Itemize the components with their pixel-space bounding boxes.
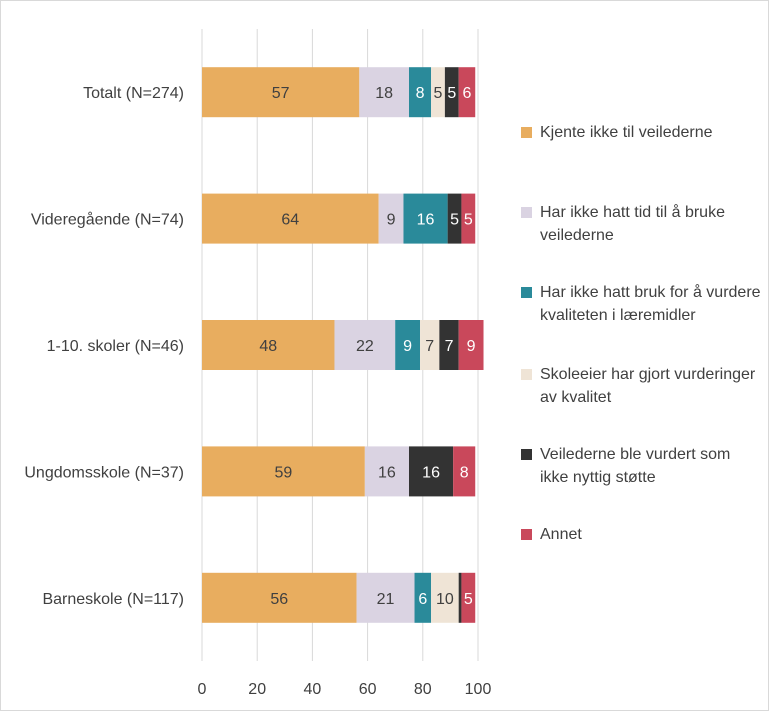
bar-segment (439, 320, 459, 370)
category-label: 1-10. skoler (N=46) (47, 338, 184, 355)
bar-segment (431, 67, 445, 118)
data-label: 59 (275, 464, 293, 481)
bar-segment (458, 320, 484, 370)
bar-segment (364, 446, 409, 497)
bar-segment (458, 67, 476, 118)
legend-item: Skoleeier har gjort vurderinger av kvali… (521, 363, 761, 409)
bar-segment (409, 67, 432, 118)
legend-swatch (521, 369, 532, 380)
bar-segment (409, 446, 454, 497)
x-tick-label: 40 (304, 681, 322, 698)
bar-segment (461, 193, 476, 244)
bar-segment (378, 193, 404, 244)
legend-item: Veilederne ble vurdert som ikke nyttig s… (521, 443, 761, 489)
data-label: 48 (259, 338, 277, 355)
data-label: 64 (281, 212, 299, 229)
legend-label: Annet (540, 526, 582, 543)
legend-label: Veilederne ble vurdert som ikke nyttig s… (540, 446, 731, 486)
data-label: 16 (422, 464, 440, 481)
bar-segment (356, 572, 415, 623)
legend-label: Har ikke hatt tid til å bruke veilederne (540, 204, 725, 244)
data-label: 5 (450, 212, 459, 229)
x-tick-label: 80 (414, 681, 432, 698)
data-label: 16 (417, 212, 435, 229)
bar-segment (447, 193, 462, 244)
legend-swatch (521, 127, 532, 138)
data-label: 8 (460, 464, 469, 481)
x-tick-label: 60 (359, 681, 377, 698)
bar-segment (202, 320, 335, 370)
data-label: 21 (377, 591, 395, 608)
data-label: 5 (464, 212, 473, 229)
data-label: 6 (418, 591, 427, 608)
category-label: Videregående (N=74) (31, 211, 184, 229)
data-label: 10 (436, 591, 454, 608)
data-label: 9 (387, 212, 396, 229)
data-label: 7 (425, 338, 434, 355)
legend-label: Skoleeier har gjort vurderinger av kvali… (540, 366, 756, 406)
data-label: 56 (270, 591, 288, 608)
legend-item: Kjente ikke til veilederne (521, 121, 761, 144)
legend-swatch (521, 287, 532, 298)
bar-segment (420, 320, 440, 370)
data-label: 5 (464, 591, 473, 608)
data-label: 7 (445, 338, 454, 355)
legend-swatch (521, 207, 532, 218)
data-label: 6 (463, 85, 472, 102)
bar-segment (444, 67, 459, 118)
category-label: Totalt (N=274) (83, 85, 184, 102)
legend-item: Har ikke hatt bruk for å vurdere kvalite… (521, 281, 761, 327)
data-label: 57 (272, 85, 290, 102)
x-tick-label: 20 (248, 681, 266, 698)
category-label: Ungdomsskole (N=37) (24, 464, 184, 481)
bar-segment (458, 572, 462, 623)
bar-segment (202, 572, 357, 623)
bar-segment (453, 446, 476, 497)
legend-label: Har ikke hatt bruk for å vurdere kvalite… (540, 284, 761, 324)
data-label: 5 (447, 85, 456, 102)
data-label: 5 (434, 85, 443, 102)
category-label: Barneskole (N=117) (42, 591, 184, 608)
legend-item: Annet (521, 523, 761, 546)
bar-segment (395, 320, 421, 370)
x-tick-label: 100 (465, 681, 492, 698)
legend-swatch (521, 449, 532, 460)
legend-label: Kjente ikke til veilederne (540, 124, 713, 141)
bar-segment (403, 193, 448, 244)
bar-segment (202, 446, 365, 497)
data-label: 22 (356, 338, 374, 355)
bar-segment (461, 572, 476, 623)
data-label: 16 (378, 464, 396, 481)
x-tick-label: 0 (198, 681, 207, 698)
bar-segment (202, 193, 379, 244)
data-label: 8 (416, 85, 425, 102)
data-label: 18 (375, 85, 393, 102)
data-label: 9 (403, 338, 412, 355)
legend-item: Har ikke hatt tid til å bruke veilederne (521, 201, 761, 247)
data-label: 9 (467, 338, 476, 355)
legend-swatch (521, 529, 532, 540)
bar-segment (359, 67, 409, 118)
bar-segment (414, 572, 432, 623)
bar-segment (202, 67, 360, 118)
bar-segment (334, 320, 396, 370)
bar-segment (431, 572, 459, 623)
